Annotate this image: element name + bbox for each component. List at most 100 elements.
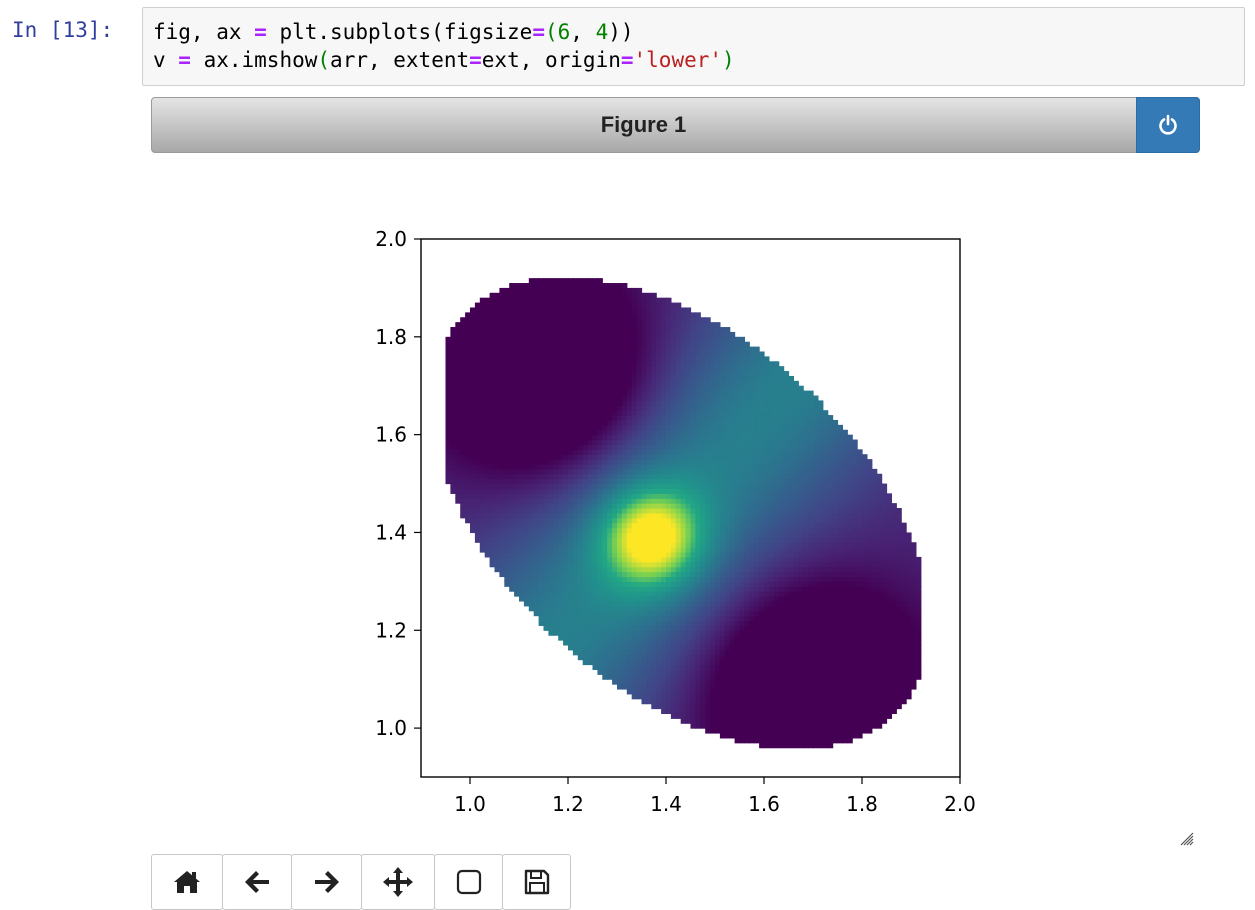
heatmap-cell bbox=[754, 483, 760, 490]
heatmap-cell bbox=[519, 361, 525, 367]
heatmap-cell bbox=[509, 341, 515, 348]
heatmap-cell bbox=[631, 395, 638, 401]
heatmap-cell bbox=[479, 415, 486, 421]
heatmap-cell bbox=[514, 586, 520, 592]
heatmap-cell bbox=[563, 610, 569, 617]
heatmap-cell bbox=[715, 556, 721, 563]
heatmap-cell bbox=[729, 576, 736, 582]
heatmap-cell bbox=[504, 498, 510, 504]
heatmap-cell bbox=[666, 654, 672, 661]
heatmap-cell bbox=[587, 483, 594, 490]
heatmap-cell bbox=[631, 341, 638, 348]
heatmap-cell bbox=[705, 679, 711, 685]
heatmap-cell bbox=[680, 512, 687, 519]
heatmap-cell bbox=[572, 459, 579, 465]
heatmap-cell bbox=[700, 552, 706, 558]
heatmap-cell bbox=[719, 635, 726, 641]
heatmap-cell bbox=[680, 351, 687, 357]
heatmap-cell bbox=[455, 434, 461, 441]
heatmap-cell bbox=[612, 630, 618, 636]
heatmap-cell bbox=[685, 356, 692, 362]
heatmap-cell bbox=[587, 454, 594, 460]
heatmap-cell bbox=[543, 356, 549, 362]
heatmap-cell bbox=[661, 419, 667, 426]
heatmap-cell bbox=[749, 713, 755, 719]
heatmap-cell bbox=[597, 542, 603, 548]
heatmap-cell bbox=[724, 336, 731, 343]
heatmap-cell bbox=[612, 488, 618, 494]
heatmap-cell bbox=[700, 361, 706, 367]
heatmap-cell bbox=[577, 287, 584, 294]
heatmap-cell bbox=[749, 390, 755, 397]
heatmap-cell bbox=[641, 620, 647, 626]
heatmap-cell bbox=[528, 312, 535, 318]
heatmap-cell bbox=[773, 698, 780, 705]
heatmap-cell bbox=[631, 620, 638, 626]
heatmap-cell bbox=[504, 576, 510, 582]
heatmap-cell bbox=[465, 312, 471, 318]
heatmap-cell bbox=[592, 503, 598, 509]
heatmap-cell bbox=[504, 444, 510, 450]
heatmap-cell bbox=[661, 698, 667, 705]
heatmap-cell bbox=[695, 312, 701, 318]
heatmap-cell bbox=[597, 635, 603, 641]
heatmap-cell bbox=[514, 312, 520, 318]
heatmap-cell bbox=[563, 307, 569, 313]
heatmap-cell bbox=[587, 512, 594, 519]
heatmap-cell bbox=[568, 566, 574, 573]
heatmap-cell bbox=[572, 581, 579, 587]
heatmap-cell bbox=[749, 552, 755, 558]
heatmap-cell bbox=[685, 419, 692, 426]
heatmap-cell bbox=[641, 503, 647, 509]
heatmap-cell bbox=[764, 576, 770, 582]
heatmap-cell bbox=[617, 576, 623, 582]
heatmap-cell bbox=[617, 449, 623, 455]
heatmap-cell bbox=[621, 542, 628, 548]
heatmap-cell bbox=[602, 576, 608, 582]
heatmap-cell bbox=[670, 517, 677, 524]
heatmap-cell bbox=[484, 322, 491, 328]
close-figure-button[interactable] bbox=[1136, 97, 1200, 153]
heatmap-cell bbox=[626, 635, 633, 641]
heatmap-cell bbox=[710, 635, 716, 641]
heatmap-cell bbox=[626, 356, 633, 362]
heatmap-cell bbox=[773, 649, 780, 656]
heatmap-cell bbox=[455, 478, 461, 485]
heatmap-cell bbox=[568, 625, 574, 631]
heatmap-cell bbox=[621, 390, 628, 397]
heatmap-cell bbox=[719, 703, 726, 710]
heatmap-cell bbox=[533, 571, 540, 578]
heatmap-cell bbox=[484, 380, 491, 387]
heatmap-cell bbox=[558, 547, 564, 553]
heatmap-cell bbox=[514, 488, 520, 494]
heatmap-cell bbox=[675, 444, 682, 450]
heatmap-cell bbox=[754, 351, 760, 357]
heatmap-cell bbox=[533, 449, 540, 455]
heatmap-cell bbox=[690, 718, 696, 724]
heatmap-cell bbox=[592, 556, 598, 563]
heatmap-cell bbox=[626, 688, 633, 695]
heatmap-cell bbox=[558, 434, 564, 441]
figure-canvas[interactable]: 1.0 1.2 1.4 1.6 1.8 2.0 1.0 1.2 1.4 1.6 1.8 2.0 bbox=[151, 154, 1200, 850]
heatmap-cell bbox=[543, 346, 549, 353]
heatmap-cell bbox=[734, 459, 741, 465]
heatmap-cell bbox=[626, 463, 633, 470]
heatmap-cell bbox=[568, 287, 574, 294]
heatmap-cell bbox=[523, 356, 530, 362]
heatmap-cell bbox=[514, 410, 520, 416]
heatmap-cell bbox=[597, 527, 603, 534]
heatmap-cell bbox=[499, 493, 505, 499]
heatmap-cell bbox=[749, 561, 755, 568]
heatmap-cell bbox=[533, 591, 540, 597]
heatmap-cell bbox=[651, 341, 657, 348]
code-cell[interactable]: fig, ax = plt.subplots(figsize=(6, 4)) v … bbox=[142, 7, 1245, 86]
heatmap-cell bbox=[680, 429, 687, 436]
heatmap-cell bbox=[538, 483, 545, 490]
heatmap-cell bbox=[612, 478, 618, 485]
heatmap-cell bbox=[519, 307, 525, 313]
heatmap-cell bbox=[553, 400, 559, 406]
heatmap-cell bbox=[729, 483, 736, 490]
heatmap-cell bbox=[744, 454, 750, 460]
heatmap-cell bbox=[656, 644, 662, 651]
heatmap-cell bbox=[626, 287, 633, 294]
